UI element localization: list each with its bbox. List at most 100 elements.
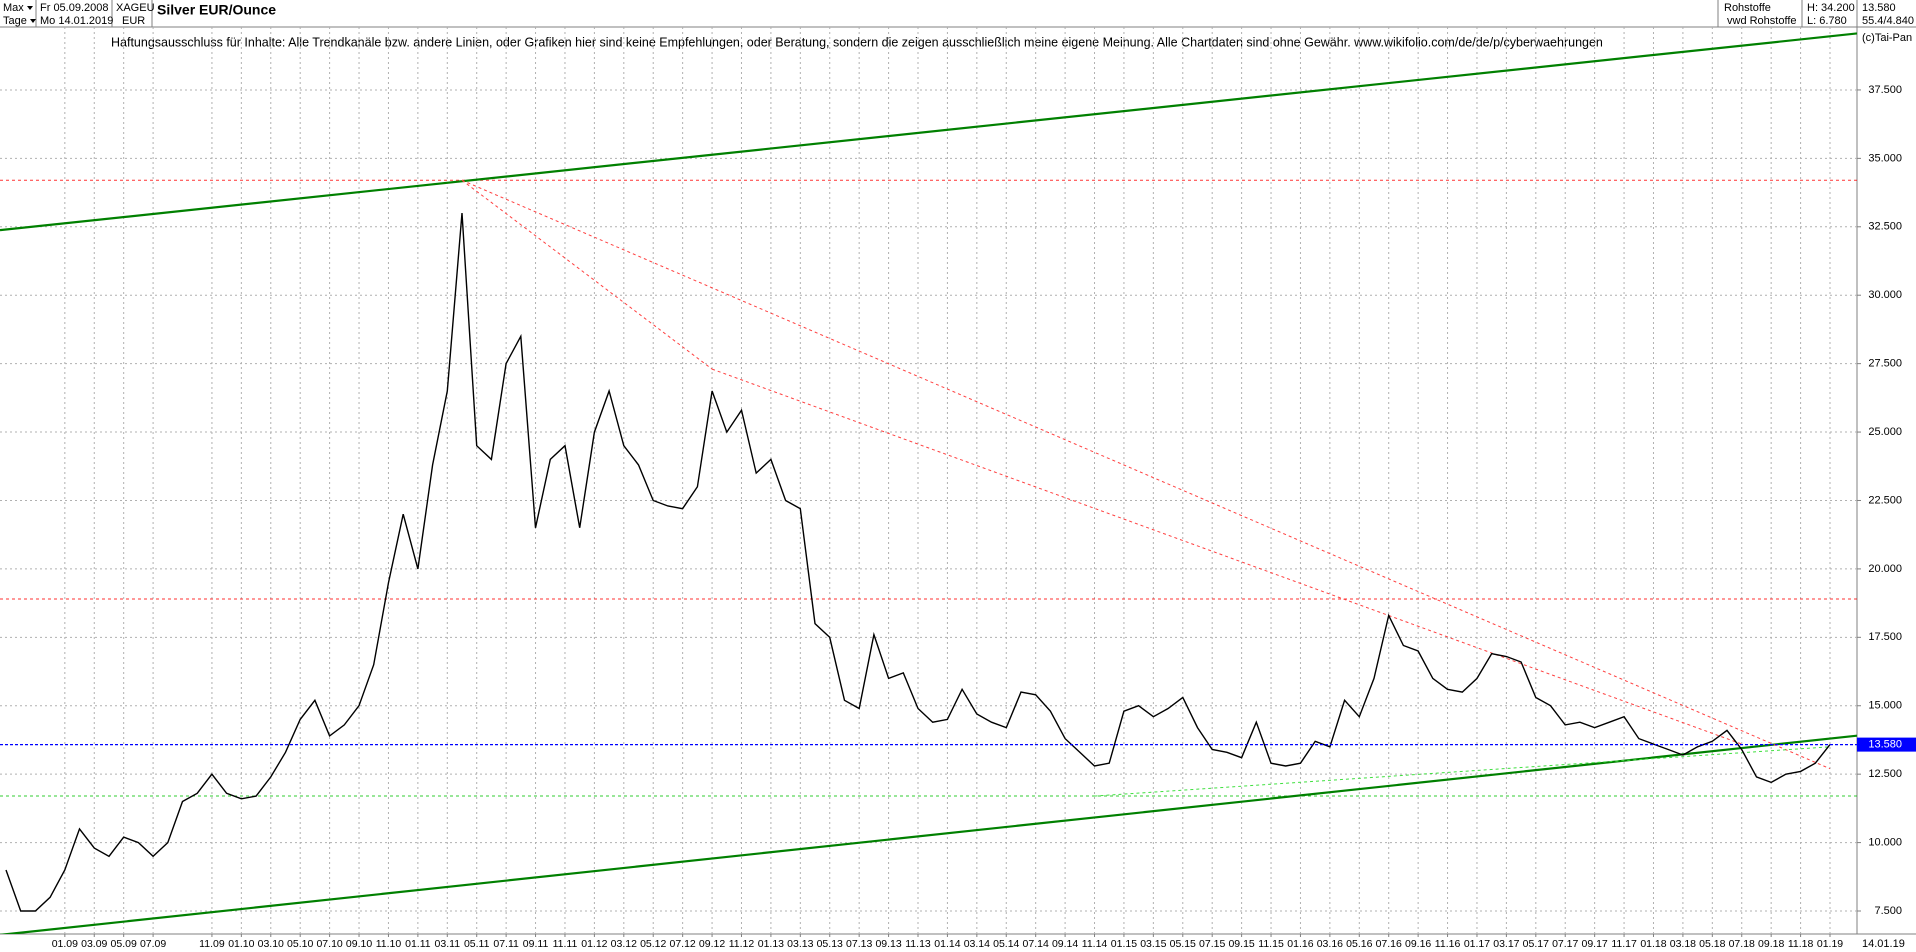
x-tick-label: 05.13 bbox=[817, 938, 843, 950]
disclaimer: Haftungsausschluss für Inhalte: Alle Tre… bbox=[111, 35, 1603, 49]
x-tick-label: 01.11 bbox=[405, 938, 431, 950]
x-tick-label: 03.18 bbox=[1670, 938, 1696, 950]
date-label: 14.01.19 bbox=[1862, 938, 1905, 950]
x-tick-label: 01.09 bbox=[52, 938, 78, 950]
x-tick-label: 05.14 bbox=[993, 938, 1019, 950]
x-tick-label: 11.11 bbox=[553, 938, 578, 950]
x-tick-label: 05.16 bbox=[1346, 938, 1372, 950]
x-tick-label: 05.12 bbox=[640, 938, 666, 950]
x-tick-label: 07.11 bbox=[493, 938, 519, 950]
x-tick-label: 03.17 bbox=[1493, 938, 1519, 950]
x-tick-label: 11.10 bbox=[376, 938, 402, 950]
trend-line bbox=[461, 179, 1831, 770]
x-tick-label: 11.14 bbox=[1082, 938, 1108, 950]
price-line bbox=[5, 213, 1831, 912]
x-tick-label: 05.15 bbox=[1170, 938, 1196, 950]
x-tick-label: 09.12 bbox=[699, 938, 725, 950]
range-select[interactable]: Max bbox=[3, 2, 24, 14]
y-tick-label: 30.000 bbox=[1868, 289, 1902, 301]
x-tick-label: 01.17 bbox=[1464, 938, 1490, 950]
unit-select[interactable]: Tage bbox=[3, 15, 27, 27]
y-tick-label: 35.000 bbox=[1868, 152, 1902, 164]
x-tick-label: 05.17 bbox=[1523, 938, 1549, 950]
header: Max Tage Fr 05.09.2008 Mo 14.01.2019 XAG… bbox=[0, 0, 1916, 44]
x-tick-label: 07.18 bbox=[1729, 938, 1755, 950]
dropdown-arrows bbox=[27, 6, 36, 23]
y-tick-label: 20.000 bbox=[1868, 563, 1902, 575]
y-tick-label: 27.500 bbox=[1868, 358, 1902, 370]
to-date: Mo 14.01.2019 bbox=[40, 15, 113, 27]
x-tick-label: 11.17 bbox=[1611, 938, 1637, 950]
y-tick-label: 10.000 bbox=[1868, 836, 1902, 848]
x-tick-label: 03.14 bbox=[964, 938, 990, 950]
copyright: (c)Tai-Pan bbox=[1862, 32, 1912, 44]
trend-line bbox=[0, 32, 1857, 232]
trend-line bbox=[0, 734, 1857, 934]
x-tick-label: 05.09 bbox=[111, 938, 137, 950]
last-price-box bbox=[1857, 737, 1916, 752]
x-tick-label: 11.09 bbox=[199, 938, 225, 950]
x-tick-label: 03.09 bbox=[81, 938, 107, 950]
x-tick-label: 03.11 bbox=[435, 938, 461, 950]
x-tick-label: 11.12 bbox=[729, 938, 755, 950]
x-tick-label: 09.17 bbox=[1582, 938, 1608, 950]
group: Rohstoffe bbox=[1724, 2, 1771, 14]
y-tick-label: 32.500 bbox=[1868, 221, 1902, 233]
y-tick-label: 12.500 bbox=[1868, 768, 1902, 780]
currency: EUR bbox=[122, 15, 145, 27]
x-tick-label: 05.18 bbox=[1699, 938, 1725, 950]
y-tick-label: 17.500 bbox=[1868, 631, 1902, 643]
x-tick-label: 01.15 bbox=[1111, 938, 1137, 950]
trend-line bbox=[461, 179, 713, 370]
low: L: 6.780 bbox=[1807, 15, 1847, 27]
x-tick-label: 03.10 bbox=[258, 938, 284, 950]
x-tick-label: 05.10 bbox=[287, 938, 313, 950]
stats: 55.4/4.840 bbox=[1862, 15, 1914, 27]
y-tick-label: 7.500 bbox=[1874, 905, 1902, 917]
trend-line bbox=[1094, 746, 1831, 797]
grid bbox=[0, 27, 1857, 934]
x-tick-label: 09.14 bbox=[1052, 938, 1078, 950]
x-tick-label: 11.16 bbox=[1435, 938, 1461, 950]
x-tick-label: 03.15 bbox=[1140, 938, 1166, 950]
x-tick-label: 07.12 bbox=[670, 938, 696, 950]
x-tick-label: 01.16 bbox=[1287, 938, 1313, 950]
symbol: XAGEU bbox=[116, 2, 155, 14]
x-tick-label: 11.18 bbox=[1788, 938, 1814, 950]
high: H: 34.200 bbox=[1807, 2, 1855, 14]
from-date: Fr 05.09.2008 bbox=[40, 2, 109, 14]
x-tick-label: 01.13 bbox=[758, 938, 784, 950]
source: vwd Rohstoffe bbox=[1727, 15, 1797, 27]
y-tick-label: 37.500 bbox=[1868, 84, 1902, 96]
x-tick-label: 09.16 bbox=[1405, 938, 1431, 950]
y-tick-label: 15.000 bbox=[1868, 700, 1902, 712]
last-price: 13.580 bbox=[1862, 2, 1896, 14]
x-tick-label: 03.13 bbox=[787, 938, 813, 950]
x-tick-label: 09.13 bbox=[875, 938, 901, 950]
x-tick-label: 07.15 bbox=[1199, 938, 1225, 950]
x-tick-label: 11.15 bbox=[1258, 938, 1284, 950]
title: Silver EUR/Ounce bbox=[157, 2, 276, 18]
x-tick-label: 01.14 bbox=[934, 938, 960, 950]
x-tick-label: 01.12 bbox=[581, 938, 607, 950]
x-tick-label: 01.18 bbox=[1640, 938, 1666, 950]
x-tick-label: 11.13 bbox=[905, 938, 931, 950]
x-tick-label: 01.19 bbox=[1817, 938, 1843, 950]
trend-line bbox=[711, 368, 1742, 745]
x-tick-label: 07.16 bbox=[1376, 938, 1402, 950]
x-tick-label: 07.09 bbox=[140, 938, 166, 950]
x-tick-label: 09.18 bbox=[1758, 938, 1784, 950]
x-tick-label: 01.10 bbox=[228, 938, 254, 950]
x-tick-label: 07.14 bbox=[1023, 938, 1049, 950]
x-tick-label: 09.11 bbox=[523, 938, 549, 950]
x-tick-label: 07.17 bbox=[1552, 938, 1578, 950]
last-price-label: 13.580 bbox=[1868, 739, 1902, 751]
x-tick-label: 07.10 bbox=[316, 938, 342, 950]
y-tick-label: 22.500 bbox=[1868, 494, 1902, 506]
overlays bbox=[0, 32, 1857, 934]
x-tick-label: 03.12 bbox=[611, 938, 637, 950]
x-tick-label: 09.15 bbox=[1228, 938, 1254, 950]
